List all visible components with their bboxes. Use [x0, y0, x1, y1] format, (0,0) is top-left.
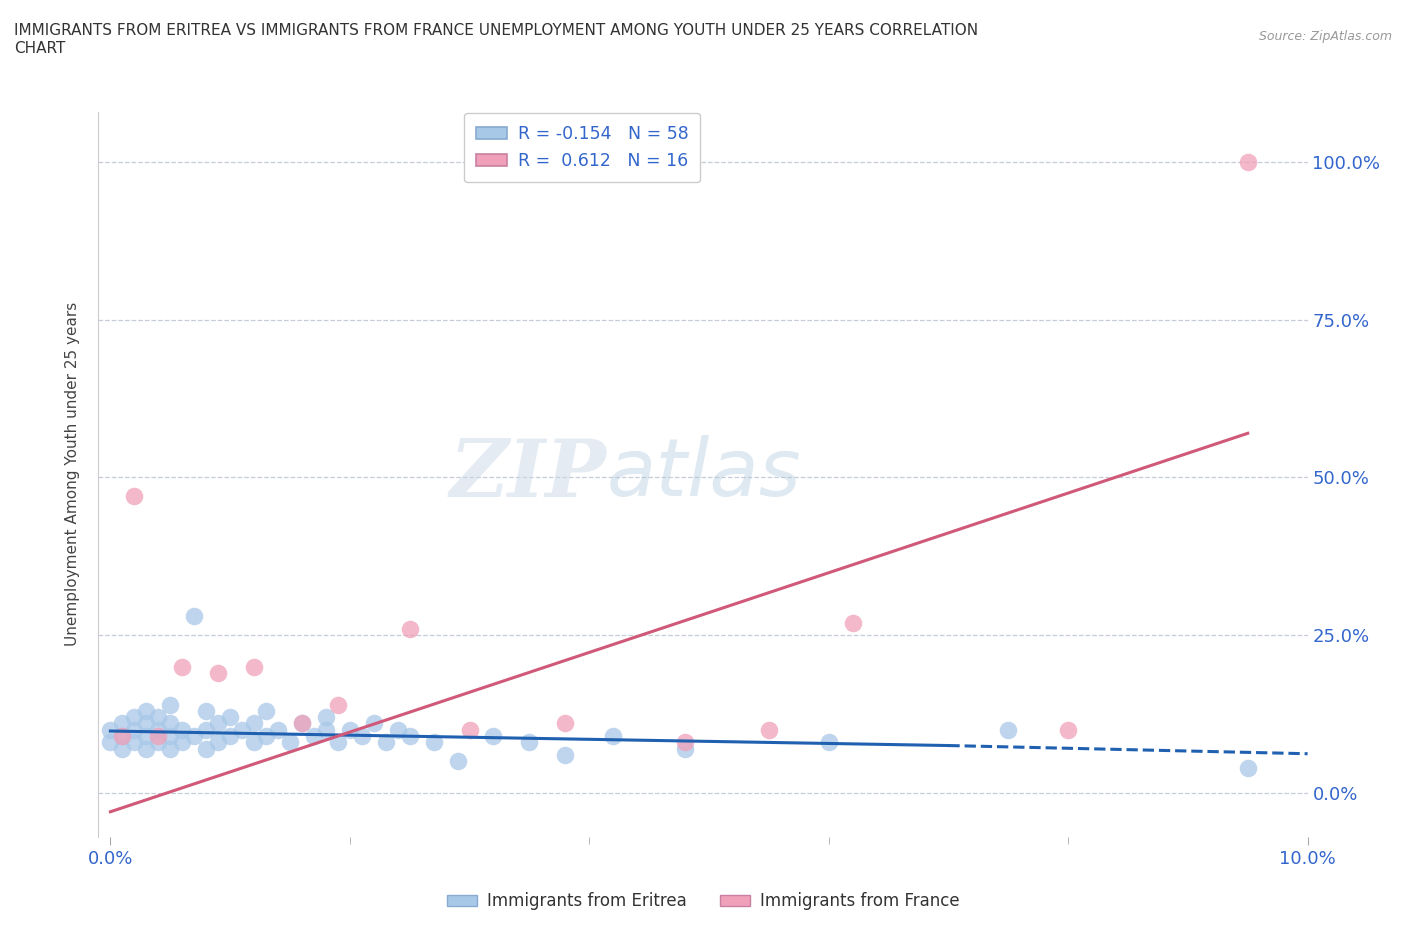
Point — [602, 728, 624, 743]
Point — [350, 728, 373, 743]
Point — [124, 489, 146, 504]
Point — [673, 735, 696, 750]
Point — [100, 735, 122, 750]
Text: atlas: atlas — [606, 435, 801, 513]
Point — [817, 735, 839, 750]
Point — [1236, 760, 1258, 775]
Point — [219, 710, 242, 724]
Point — [554, 748, 576, 763]
Point — [398, 621, 420, 636]
Point — [339, 723, 361, 737]
Text: Source: ZipAtlas.com: Source: ZipAtlas.com — [1258, 30, 1392, 43]
Point — [172, 723, 194, 737]
Point — [159, 716, 181, 731]
Point — [231, 723, 253, 737]
Legend: Immigrants from Eritrea, Immigrants from France: Immigrants from Eritrea, Immigrants from… — [440, 885, 966, 917]
Point — [172, 735, 194, 750]
Point — [148, 710, 170, 724]
Point — [195, 703, 218, 718]
Point — [148, 735, 170, 750]
Legend: R = -0.154   N = 58, R =  0.612   N = 16: R = -0.154 N = 58, R = 0.612 N = 16 — [464, 113, 700, 182]
Point — [159, 728, 181, 743]
Point — [124, 723, 146, 737]
Point — [243, 735, 266, 750]
Point — [219, 728, 242, 743]
Point — [673, 741, 696, 756]
Point — [482, 728, 505, 743]
Point — [278, 735, 301, 750]
Point — [183, 609, 205, 624]
Text: CHART: CHART — [14, 41, 66, 56]
Point — [758, 723, 780, 737]
Point — [519, 735, 541, 750]
Point — [195, 723, 218, 737]
Point — [124, 735, 146, 750]
Point — [326, 698, 349, 712]
Point — [302, 728, 325, 743]
Point — [243, 716, 266, 731]
Point — [159, 698, 181, 712]
Point — [207, 735, 229, 750]
Point — [111, 741, 134, 756]
Point — [291, 716, 314, 731]
Point — [326, 735, 349, 750]
Point — [387, 723, 409, 737]
Point — [267, 723, 290, 737]
Point — [135, 716, 157, 731]
Point — [554, 716, 576, 731]
Point — [374, 735, 396, 750]
Text: IMMIGRANTS FROM ERITREA VS IMMIGRANTS FROM FRANCE UNEMPLOYMENT AMONG YOUTH UNDER: IMMIGRANTS FROM ERITREA VS IMMIGRANTS FR… — [14, 23, 979, 38]
Point — [243, 659, 266, 674]
Point — [841, 615, 863, 630]
Point — [135, 728, 157, 743]
Point — [148, 728, 170, 743]
Point — [172, 659, 194, 674]
Point — [111, 728, 134, 743]
Point — [1057, 723, 1080, 737]
Text: ZIP: ZIP — [450, 435, 606, 513]
Point — [997, 723, 1019, 737]
Point — [363, 716, 385, 731]
Point — [1236, 154, 1258, 169]
Point — [111, 728, 134, 743]
Y-axis label: Unemployment Among Youth under 25 years: Unemployment Among Youth under 25 years — [65, 302, 80, 646]
Point — [398, 728, 420, 743]
Point — [207, 666, 229, 681]
Point — [315, 723, 337, 737]
Point — [291, 716, 314, 731]
Point — [446, 754, 468, 769]
Point — [207, 716, 229, 731]
Point — [111, 716, 134, 731]
Point — [148, 723, 170, 737]
Point — [183, 728, 205, 743]
Point — [315, 710, 337, 724]
Point — [159, 741, 181, 756]
Point — [458, 723, 481, 737]
Point — [254, 728, 277, 743]
Point — [422, 735, 444, 750]
Point — [135, 741, 157, 756]
Point — [100, 723, 122, 737]
Point — [135, 703, 157, 718]
Point — [124, 710, 146, 724]
Point — [254, 703, 277, 718]
Point — [195, 741, 218, 756]
